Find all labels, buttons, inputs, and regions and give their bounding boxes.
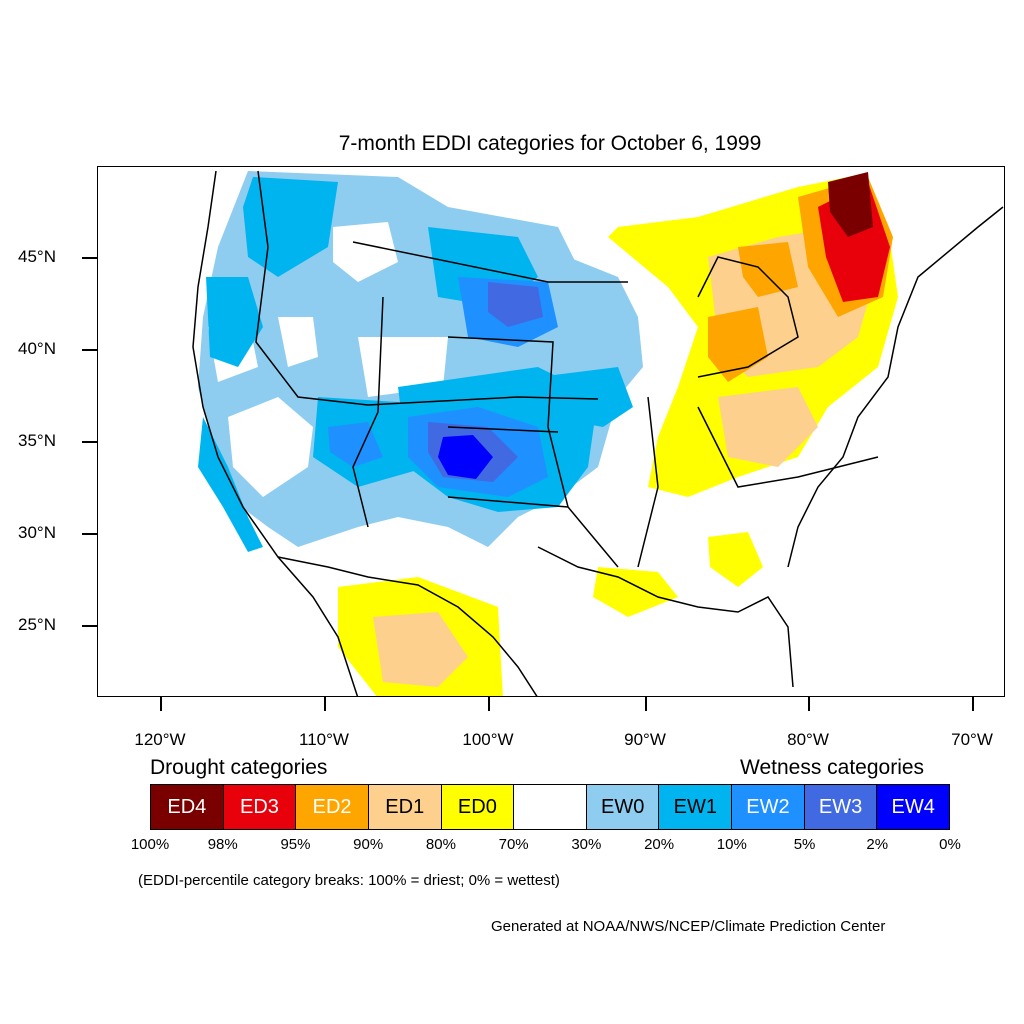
drought-heading: Drought categories — [150, 756, 328, 779]
lat-tick-35 — [82, 441, 97, 443]
normal-gap-3 — [278, 317, 318, 367]
ew1-region-coast — [198, 417, 263, 552]
legend-box-ed2: ED2 — [296, 785, 369, 829]
break-label: 0% — [939, 836, 961, 853]
legend-box-ew0: EW0 — [586, 785, 660, 829]
lon-label-100: 100°W — [462, 730, 514, 749]
break-label: 90% — [353, 836, 384, 853]
legend-box-ew1: EW1 — [659, 785, 733, 829]
lon-label-90: 90°W — [624, 730, 666, 749]
ew1-region-iowa — [538, 367, 633, 427]
break-label: 100% — [130, 836, 170, 853]
lon-label-110: 110°W — [299, 730, 349, 749]
break-label: 5% — [793, 836, 816, 853]
legend-box-ed1: ED1 — [368, 785, 442, 829]
lat-tick-45 — [82, 257, 97, 259]
lat-tick-30 — [82, 533, 97, 535]
lat-label-45: 45°N — [18, 247, 56, 266]
ew0-region-midwest — [568, 257, 643, 397]
ed1-region-mexico — [373, 612, 468, 687]
lat-label-25: 25°N — [18, 615, 56, 634]
category-legend: ED4 ED3 ED2 ED1 ED0 EW0 EW1 EW2 EW3 EW4 — [150, 784, 950, 830]
eddi-map — [97, 166, 1005, 697]
credit-line: Generated at NOAA/NWS/NCEP/Climate Predi… — [491, 918, 886, 935]
ed2-region-ontario — [738, 242, 798, 297]
lon-label-120: 120°W — [134, 730, 186, 749]
ew4-region-kansas — [438, 435, 493, 479]
map-title: 7-month EDDI categories for October 6, 1… — [338, 132, 762, 155]
legend-box-ew2: EW2 — [732, 785, 805, 829]
lat-tick-40 — [82, 349, 97, 351]
legend-box-ed0: ED0 — [441, 785, 515, 829]
lat-label-30: 30°N — [18, 523, 56, 542]
break-label: 2% — [866, 836, 889, 853]
ed1-region-appalachia — [718, 387, 818, 467]
legend-box-ew3: EW3 — [804, 785, 878, 829]
legend-box-ew4: EW4 — [877, 785, 950, 829]
ed0-region-southeast — [708, 532, 763, 587]
lon-tick-80 — [808, 697, 810, 711]
break-label: 98% — [207, 836, 238, 853]
category-note: (EDDI-percentile category breaks: 100% =… — [138, 872, 560, 889]
break-label: 10% — [716, 836, 747, 853]
break-label: 95% — [280, 836, 311, 853]
ew3-region-northdakota — [488, 282, 543, 327]
lat-label-40: 40°N — [18, 339, 56, 358]
coastlines — [192, 170, 1004, 696]
ew1-region-pacific — [206, 277, 263, 367]
normal-gap-2 — [333, 222, 398, 282]
ew2-region-utah — [328, 422, 383, 467]
lat-label-35: 35°N — [18, 431, 56, 450]
legend-box-ed3: ED3 — [223, 785, 297, 829]
ed0-region-gulf — [593, 567, 678, 617]
lat-tick-25 — [82, 625, 97, 627]
wetness-heading: Wetness categories — [740, 756, 925, 779]
lon-tick-110 — [324, 697, 326, 711]
lon-label-80: 80°W — [787, 730, 829, 749]
legend-box-ed4: ED4 — [151, 785, 224, 829]
lon-tick-70 — [972, 697, 974, 711]
break-label: 30% — [571, 836, 602, 853]
break-label: 80% — [425, 836, 456, 853]
legend-box-normal — [514, 785, 587, 829]
lon-tick-120 — [160, 697, 162, 711]
break-label: 20% — [644, 836, 675, 853]
map-canvas — [192, 170, 1004, 696]
lon-tick-100 — [488, 697, 490, 711]
ed4-region-quebec — [828, 172, 873, 237]
lon-label-70: 70°W — [951, 730, 993, 749]
break-label: 70% — [498, 836, 529, 853]
normal-gap-1 — [228, 397, 313, 497]
lon-tick-90 — [645, 697, 647, 711]
